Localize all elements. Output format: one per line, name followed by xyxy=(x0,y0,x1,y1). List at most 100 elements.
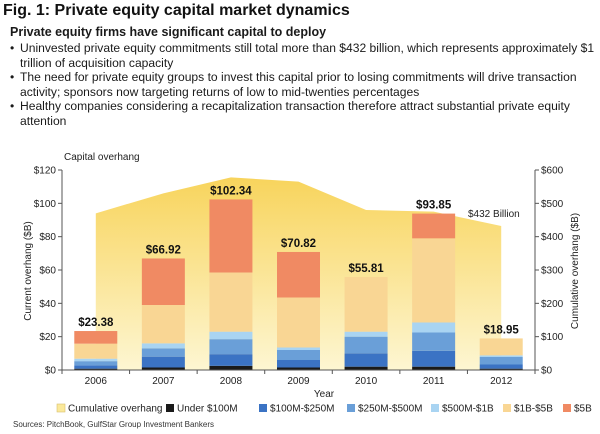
bar-segment-250m-500m xyxy=(209,339,253,355)
y2-tick-label: $400 xyxy=(541,232,564,243)
bar-total-label: $102.34 xyxy=(210,185,252,197)
y-axis-label: Current overhang ($B) xyxy=(23,221,34,321)
legend-label-cumulative-overhang: Cumulative overhang xyxy=(68,404,163,415)
y2-tick-label: $200 xyxy=(541,299,564,310)
y2-axis-label: Cumulative overhang ($B) xyxy=(570,213,581,329)
bar-segment-under-100m xyxy=(141,367,185,370)
bar-segment-1b-5b xyxy=(479,338,523,356)
y2-tick-label: $600 xyxy=(541,166,564,177)
y-tick-label: $0 xyxy=(45,366,57,377)
bar-segment-under-100m xyxy=(344,366,388,370)
legend-swatch-5b xyxy=(563,404,571,412)
bar-segment-250m-500m xyxy=(344,336,388,354)
bar-segment-250m-500m xyxy=(412,332,456,351)
bar-segment-500m-1b xyxy=(344,331,388,337)
legend-label-1b-5b: $1B-$5B xyxy=(514,404,553,415)
bar-segment-1b-5b xyxy=(277,297,320,348)
legend-swatch-cumulative-overhang xyxy=(56,403,66,413)
legend-label-under-100m: Under $100M xyxy=(177,404,238,415)
x-tick-label: 2009 xyxy=(287,376,310,387)
bullet-icon: • xyxy=(10,99,15,114)
legend-label-5b: $5B xyxy=(574,404,592,415)
area-annotation: $432 Billion xyxy=(468,209,520,220)
bar-total-label: $55.81 xyxy=(348,263,384,275)
y-tick-label: $60 xyxy=(39,266,56,277)
bar-segment-5b xyxy=(141,258,185,305)
bullet-text: Healthy companies considering a recapita… xyxy=(20,99,570,128)
bar-segment-under-100m xyxy=(277,367,320,370)
y2-tick-label: $100 xyxy=(541,332,564,343)
x-tick-label: 2008 xyxy=(220,376,243,387)
bar-segment-under-100m xyxy=(74,368,118,370)
bar-segment-5b xyxy=(74,331,118,344)
y-tick-label: $20 xyxy=(39,332,56,343)
bar-segment-100m-250m xyxy=(209,354,253,366)
bar-total-label: $66.92 xyxy=(146,244,181,256)
y-tick-label: $40 xyxy=(39,299,56,310)
x-tick-label: 2011 xyxy=(423,376,445,387)
bar-segment-1b-5b xyxy=(141,305,185,344)
bar-segment-100m-250m xyxy=(412,350,456,367)
bar-segment-250m-500m xyxy=(277,350,320,360)
x-tick-label: 2012 xyxy=(490,376,513,387)
x-tick-label: 2010 xyxy=(355,376,378,387)
legend-label-250m-500m: $250M-$500M xyxy=(358,404,422,415)
legend-swatch-250m-500m xyxy=(347,404,355,412)
bar-segment-250m-500m xyxy=(74,361,118,366)
bar-segment-under-100m xyxy=(412,366,456,370)
legend-swatch-100m-250m xyxy=(259,404,267,412)
y2-tick-label: $300 xyxy=(541,266,564,277)
bullet-item: • Uninvested private equity commitments s… xyxy=(10,41,595,70)
y-tick-label: $80 xyxy=(39,232,56,243)
bar-segment-100m-250m xyxy=(479,364,523,369)
source-note: Sources: PitchBook, GulfStar Group Inves… xyxy=(13,420,214,429)
bar-segment-500m-1b xyxy=(209,331,253,340)
legend-label-100m-250m: $100M-$250M xyxy=(270,404,334,415)
bar-total-label: $70.82 xyxy=(281,238,316,250)
bullet-item: • The need for private equity groups to i… xyxy=(10,70,595,99)
bar-segment-500m-1b xyxy=(412,322,456,333)
bar-segment-under-100m xyxy=(479,368,523,370)
bar-segment-250m-500m xyxy=(141,348,185,357)
bar-segment-100m-250m xyxy=(344,353,388,367)
bar-segment-1b-5b xyxy=(412,238,456,323)
bullet-icon: • xyxy=(10,41,15,55)
bar-segment-100m-250m xyxy=(141,356,185,368)
legend-swatch-1b-5b xyxy=(503,404,511,412)
bar-segment-500m-1b xyxy=(74,358,118,362)
figure-subtitle: Private equity firms have significant ca… xyxy=(10,25,327,39)
x-tick-label: 2007 xyxy=(152,376,175,387)
bar-segment-1b-5b xyxy=(74,343,118,359)
bar-total-label: $18.95 xyxy=(484,324,520,336)
bar-segment-5b xyxy=(209,199,253,273)
bar-segment-100m-250m xyxy=(277,360,320,368)
x-axis-label: Year xyxy=(314,389,335,400)
bullet-text: The need for private equity groups to in… xyxy=(20,70,577,99)
area-caption: Capital overhang xyxy=(64,152,140,163)
legend-swatch-under-100m xyxy=(166,404,174,412)
bar-total-label: $93.85 xyxy=(416,200,452,212)
bar-segment-1b-5b xyxy=(344,276,388,332)
bar-total-label: $23.38 xyxy=(78,317,114,329)
bullet-icon: • xyxy=(10,70,15,85)
bullet-list: • Uninvested private equity commitments s… xyxy=(10,41,595,129)
bar-segment-100m-250m xyxy=(74,365,118,369)
bar-segment-5b xyxy=(412,213,456,239)
bar-segment-5b xyxy=(277,251,320,298)
y-tick-label: $100 xyxy=(34,199,57,210)
x-tick-label: 2006 xyxy=(85,376,108,387)
bar-segment-500m-1b xyxy=(479,355,523,357)
bar-segment-500m-1b xyxy=(277,347,320,350)
legend-label-500m-1b: $500M-$1B xyxy=(442,404,494,415)
figure-title: Fig. 1: Private equity capital market dy… xyxy=(3,2,350,19)
y-tick-label: $120 xyxy=(34,166,57,177)
bar-segment-500m-1b xyxy=(141,343,185,349)
bullet-text: Uninvested private equity commitments st… xyxy=(20,41,595,70)
bullet-item: • Healthy companies considering a recapit… xyxy=(10,99,595,128)
y2-tick-label: $500 xyxy=(541,199,564,210)
y2-tick-label: $0 xyxy=(541,366,553,377)
bar-segment-250m-500m xyxy=(479,357,523,365)
bar-segment-under-100m xyxy=(209,365,253,370)
legend-swatch-500m-1b xyxy=(431,404,439,412)
